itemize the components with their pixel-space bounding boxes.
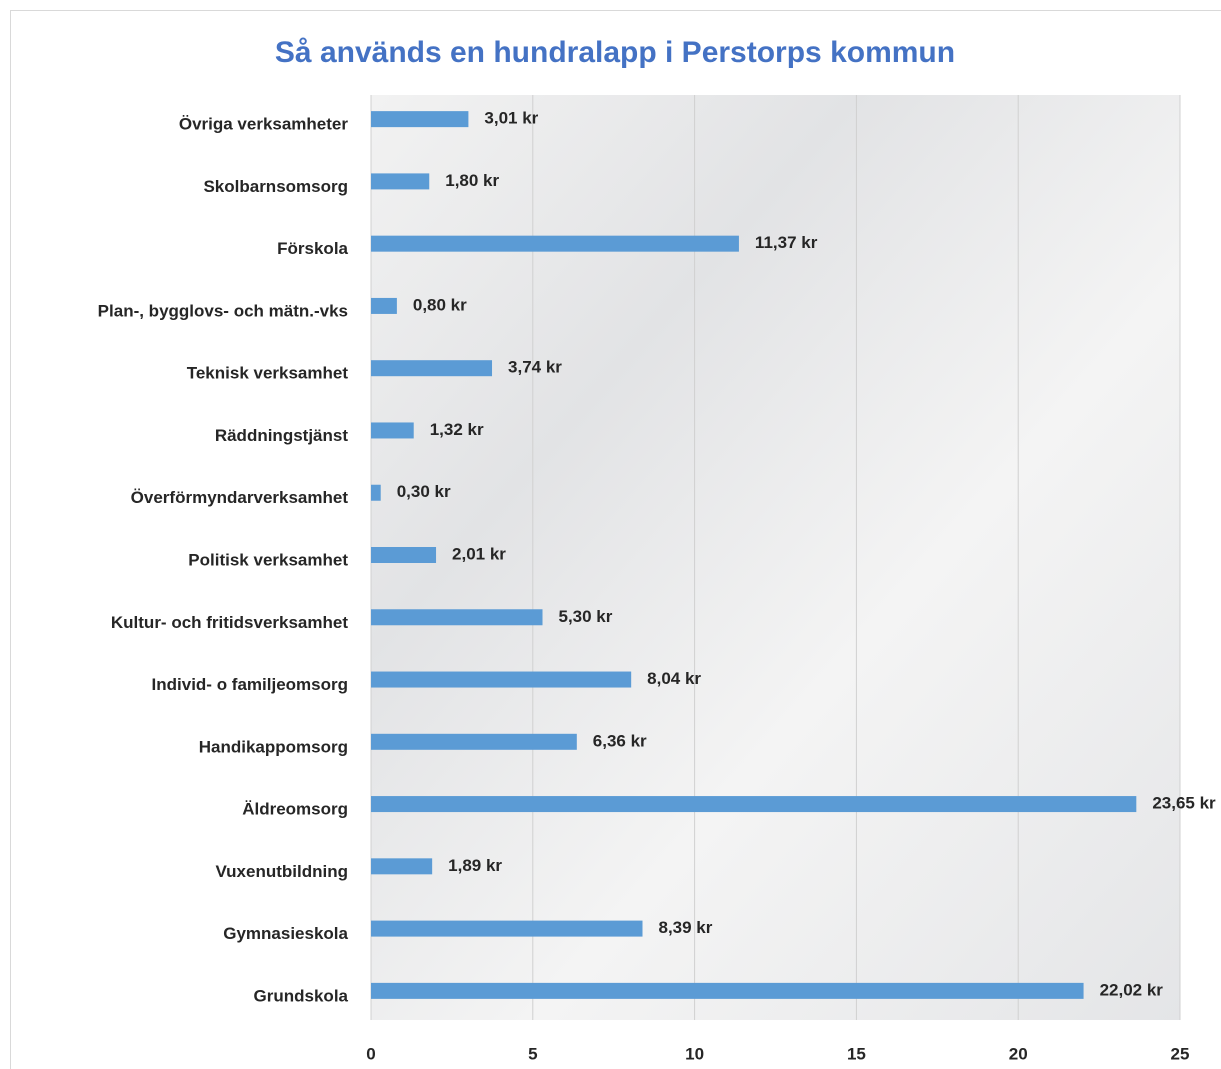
bar [371, 360, 493, 377]
y-tick-label: Plan-, bygglovs- och mätn.-vks [98, 301, 348, 320]
bar [371, 671, 632, 688]
y-tick-label: Skolbarnsomsorg [203, 177, 348, 196]
data-label: 6,36 kr [593, 731, 647, 750]
data-label: 22,02 kr [1100, 980, 1164, 999]
bar [371, 111, 469, 128]
x-tick-label: 25 [1171, 1044, 1190, 1063]
bar [371, 920, 643, 937]
y-tick-label: Övriga verksamheter [179, 115, 349, 134]
x-tick-label: 5 [528, 1044, 537, 1063]
data-label: 0,30 kr [397, 482, 451, 501]
bar [371, 484, 381, 501]
bar [371, 235, 739, 252]
data-label: 0,80 kr [413, 295, 467, 314]
x-tick-label: 20 [1009, 1044, 1028, 1063]
y-tick-label: Överförmyndarverksamhet [131, 488, 349, 507]
x-tick-label: 10 [685, 1044, 704, 1063]
data-label: 8,39 kr [659, 918, 713, 937]
data-label: 1,89 kr [448, 856, 502, 875]
y-tick-label: Teknisk verksamhet [187, 364, 349, 383]
data-label: 23,65 kr [1152, 794, 1216, 813]
y-tick-label: Gymnasieskola [223, 924, 348, 943]
y-tick-label: Grundskola [254, 986, 349, 1005]
data-label: 8,04 kr [647, 669, 701, 688]
y-tick-label: Äldreomsorg [242, 800, 348, 819]
y-tick-label: Handikappomsorg [199, 737, 348, 756]
bar [371, 796, 1137, 813]
bar [371, 422, 414, 439]
y-tick-label: Förskola [277, 239, 348, 258]
data-label: 11,37 kr [755, 233, 818, 252]
y-tick-label: Individ- o familjeomsorg [152, 675, 348, 694]
y-tick-label: Politisk verksamhet [188, 550, 348, 569]
y-tick-label: Kultur- och fritidsverksamhet [111, 613, 348, 632]
data-label: 1,80 kr [445, 171, 499, 190]
data-label: 1,32 kr [430, 420, 484, 439]
data-label: 3,01 kr [484, 109, 538, 128]
bar [371, 858, 433, 875]
bar [371, 609, 543, 626]
data-label: 3,74 kr [508, 358, 562, 377]
x-tick-label: 0 [366, 1044, 375, 1063]
data-label: 2,01 kr [452, 544, 506, 563]
y-tick-label: Räddningstjänst [215, 426, 349, 445]
chart-title: Så används en hundralapp i Perstorps kom… [275, 36, 955, 69]
bar [371, 547, 437, 563]
bar [371, 733, 577, 750]
bar [371, 982, 1084, 999]
bar [371, 173, 430, 190]
y-tick-label: Vuxenutbildning [215, 862, 348, 881]
bar [371, 297, 397, 314]
x-tick-label: 15 [847, 1044, 866, 1063]
data-label: 5,30 kr [559, 607, 613, 626]
